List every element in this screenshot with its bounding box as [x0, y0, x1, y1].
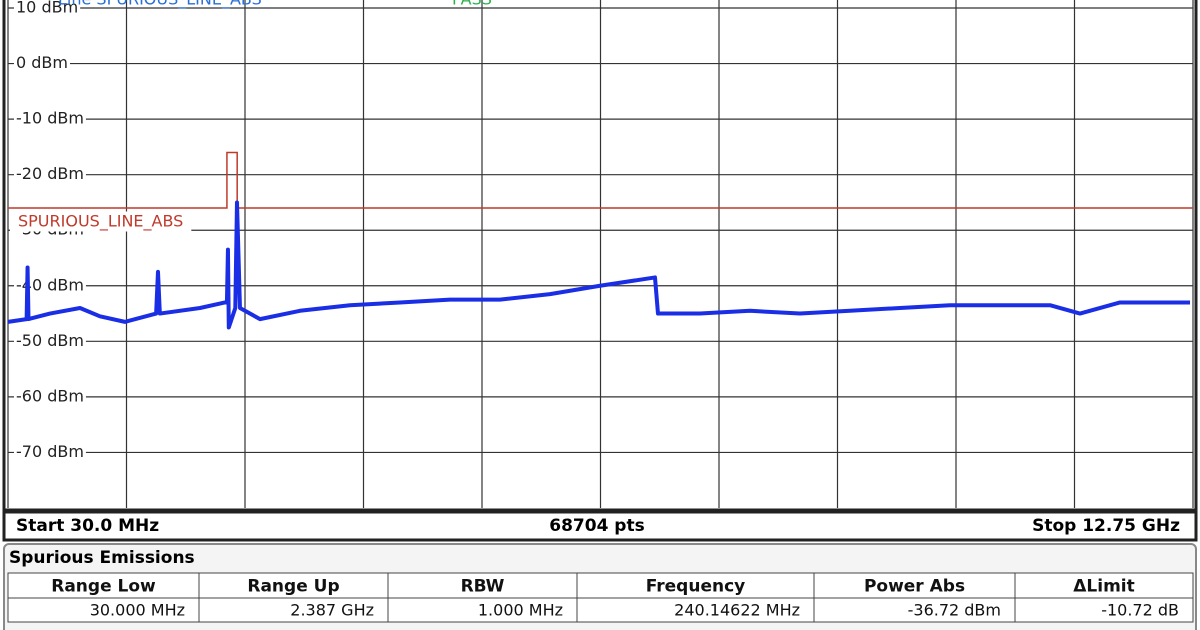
tick-label-bg [14, 330, 86, 350]
limit-label-bg [10, 211, 192, 232]
start-label: Start 30.0 MHz [16, 516, 159, 536]
limit-check-result: PASS [452, 0, 492, 9]
header-cell [1014, 572, 1194, 599]
cell-text: 1.000 MHz [478, 601, 563, 620]
trace [7, 200, 1191, 330]
cell-text: 240.14622 MHz [674, 601, 800, 620]
tick-label-bg [14, 53, 70, 73]
points-label: 68704 pts [549, 516, 644, 536]
stop-label: Stop 12.75 GHz [1032, 516, 1180, 536]
limit-line [8, 151, 1193, 209]
plot-frame [2, 0, 1198, 512]
table-cell [1014, 597, 1194, 623]
tick-label-bg [14, 275, 86, 295]
y-tick-label: -40 dBm [16, 275, 84, 294]
y-tick-label: -50 dBm [16, 331, 84, 350]
table-cell [198, 597, 389, 623]
table-cell [7, 597, 200, 623]
cell-text: 30.000 MHz [90, 601, 185, 620]
status-bar [2, 510, 1198, 542]
table-cell [387, 597, 578, 623]
tick-label-bg [14, 108, 86, 128]
y-tick-label: -70 dBm [16, 442, 84, 461]
header-cell [198, 572, 389, 599]
y-tick-label: -10 dBm [16, 109, 84, 128]
column-header: ΔLimit [1073, 577, 1134, 597]
tick-label-bg [14, 164, 86, 184]
column-header: Range Low [51, 577, 156, 597]
table-cell [813, 597, 1016, 623]
cell-text: -36.72 dBm [908, 601, 1001, 620]
header-cell [813, 572, 1016, 599]
y-tick-label: -60 dBm [16, 386, 84, 405]
cell-text: 2.387 GHz [290, 601, 374, 620]
y-tick-label: 10 dBm [16, 0, 78, 17]
column-header: RBW [461, 577, 505, 597]
cell-text: -10.72 dB [1101, 601, 1179, 620]
y-tick-label: -20 dBm [16, 164, 84, 183]
limit-check-label: Line SPURIOUS_LINE_ABS [58, 0, 262, 10]
table-title: Spurious Emissions [9, 548, 195, 568]
tick-label-bg [14, 386, 86, 406]
column-header: Range Up [247, 577, 339, 597]
limit-line-label: SPURIOUS_LINE_ABS [18, 212, 183, 232]
tick-label-bg [14, 441, 86, 461]
column-header: Frequency [646, 577, 746, 597]
table: Range Low Range Up RBW Frequency Power Abs ΔL… [7, 572, 1194, 623]
tick-label-bg [14, 0, 81, 17]
y-tick-label: 0 dBm [16, 53, 68, 72]
header-cell [7, 572, 200, 599]
column-header: Power Abs [864, 577, 965, 597]
